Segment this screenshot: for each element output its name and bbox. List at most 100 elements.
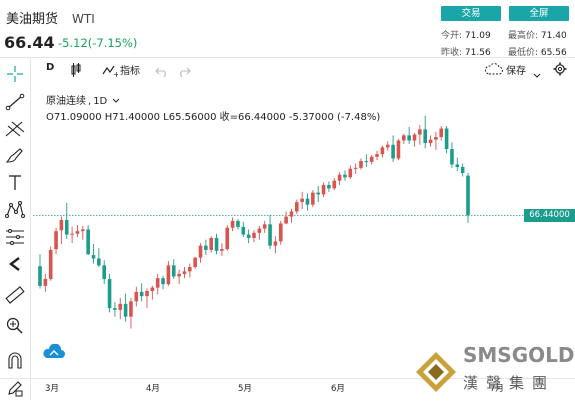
cloud-icon[interactable] — [42, 343, 66, 364]
watermark-chinese: 漢聲集團 — [463, 374, 556, 392]
pencil-lock-icon[interactable] — [0, 377, 30, 399]
candle-body — [139, 291, 144, 297]
candle-body — [182, 271, 187, 274]
candle-body — [54, 231, 58, 250]
candle-body — [59, 220, 64, 231]
candle-body — [70, 233, 74, 235]
back-arrow-icon[interactable] — [0, 253, 30, 275]
redo-icon[interactable] — [177, 62, 191, 81]
candle-body — [161, 278, 165, 285]
measure-icon[interactable] — [0, 226, 30, 248]
candle-body — [123, 303, 128, 317]
candle-body — [278, 223, 283, 242]
candle-body — [166, 265, 171, 285]
candle-body — [450, 149, 454, 165]
candle-body — [188, 267, 192, 272]
x-label: 6月 — [331, 384, 345, 394]
candle-body — [316, 192, 320, 195]
candle-body — [107, 279, 112, 309]
instrument-code: WTI — [72, 12, 95, 26]
candle-body — [353, 167, 358, 169]
pattern-icon[interactable] — [0, 199, 30, 221]
candle-body — [43, 279, 48, 286]
ohlc-readout: O71.09000 H71.40000 L65.56000 收=66.44000… — [46, 112, 381, 123]
candle-body — [262, 224, 267, 229]
candle-body — [321, 184, 326, 195]
interval-selector[interactable]: D — [46, 62, 55, 73]
candle-body — [91, 255, 96, 259]
candle-body — [423, 129, 427, 144]
undo-icon[interactable] — [155, 62, 169, 81]
candle-body — [257, 228, 262, 233]
price-axis-marker: 66.44000 — [524, 208, 575, 222]
candle-body — [327, 184, 331, 189]
axis-divider — [0, 378, 575, 379]
candle-body — [252, 232, 256, 238]
candle-body — [455, 164, 460, 168]
candle-body — [311, 192, 315, 205]
candle-body — [241, 226, 246, 235]
candle-body — [385, 144, 390, 148]
chevron-down-icon[interactable] — [533, 64, 541, 83]
drawing-toolbar — [0, 58, 31, 400]
high-quote: 最高价: 71.40 — [508, 31, 567, 41]
candle-type-icon[interactable] — [70, 62, 82, 81]
candle-body — [102, 265, 106, 280]
cloud-save-icon[interactable] — [484, 61, 504, 80]
candle-body — [396, 140, 401, 159]
candlestick-chart[interactable] — [33, 88, 575, 384]
pitchfork-icon[interactable] — [0, 118, 30, 140]
header-divider — [0, 57, 575, 58]
crosshair-icon[interactable] — [0, 63, 30, 85]
candle-body — [204, 245, 208, 250]
brush-icon[interactable] — [0, 145, 30, 167]
candle-body — [86, 229, 90, 255]
text-icon[interactable] — [0, 172, 30, 194]
candle-body — [418, 129, 422, 135]
candle-body — [466, 175, 470, 216]
instrument-name: 美油期货 — [6, 12, 59, 27]
candle-body — [198, 245, 203, 258]
gear-icon[interactable] — [553, 61, 567, 80]
candle-body — [337, 174, 342, 181]
trade-button[interactable]: 交易 — [441, 6, 501, 21]
candle-body — [412, 134, 417, 141]
magnet-icon[interactable] — [0, 350, 30, 372]
candle-body — [246, 234, 251, 238]
price-change: -5.12(-7.15%) — [58, 36, 138, 50]
indicators-icon[interactable]: + — [102, 62, 120, 81]
candle-body — [145, 291, 149, 297]
candle-body — [193, 257, 197, 268]
candle-body — [284, 216, 288, 224]
zoom-in-icon[interactable] — [0, 314, 30, 336]
series-interval: 1D — [93, 96, 108, 107]
svg-text:+: + — [113, 70, 118, 77]
candle-body — [155, 278, 160, 288]
candle-body — [289, 211, 294, 217]
trend-line-icon[interactable] — [0, 91, 30, 113]
candle-body — [268, 224, 272, 246]
fullscreen-button[interactable]: 全屏 — [509, 6, 569, 21]
save-button[interactable]: 保存 — [506, 66, 526, 77]
candle-body — [305, 198, 310, 205]
candle-body — [369, 156, 374, 162]
candle-body — [402, 135, 406, 141]
candle-body — [295, 202, 299, 212]
candle-body — [273, 241, 278, 246]
instrument-title: 美油期货 WTI — [6, 8, 95, 27]
candle-body — [343, 174, 347, 178]
candle-body — [460, 167, 465, 173]
chevron-down-icon[interactable] — [112, 98, 120, 104]
candle-body — [38, 266, 42, 286]
x-label: 5月 — [238, 384, 252, 394]
candle-body — [171, 265, 176, 277]
prev-close-quote: 昨收: 71.56 — [441, 48, 491, 58]
x-label: 7月 — [490, 384, 504, 394]
candle-body — [129, 301, 133, 317]
ruler-icon[interactable] — [0, 284, 30, 306]
candle-body — [214, 237, 219, 251]
candle-body — [434, 137, 438, 140]
candle-body — [81, 229, 85, 232]
candle-body — [364, 161, 369, 163]
indicators-button[interactable]: 指标 — [120, 66, 140, 77]
